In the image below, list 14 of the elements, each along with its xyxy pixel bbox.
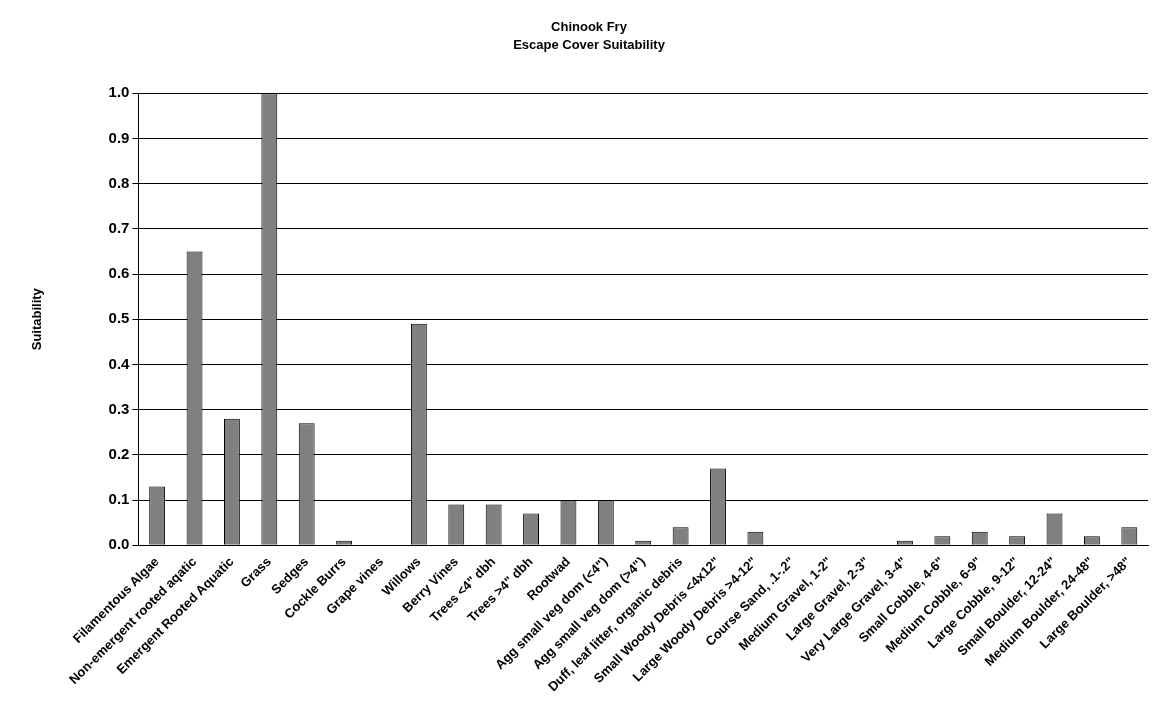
y-tick-label: 0.7 xyxy=(108,218,130,236)
y-tick-label: 0.6 xyxy=(108,264,130,282)
y-axis-title: Suitability xyxy=(29,287,45,351)
y-tick-label: 0.8 xyxy=(108,173,130,191)
y-tick-label: 0.1 xyxy=(108,490,130,508)
y-tick-label: 0.0 xyxy=(108,535,130,553)
chart-subtitle: Escape Cover Suitability xyxy=(513,36,666,52)
y-tick-label: 1.0 xyxy=(108,83,130,101)
y-tick-label: 0.4 xyxy=(108,354,131,372)
y-tick-label: 0.2 xyxy=(108,444,130,462)
y-tick-label: 0.3 xyxy=(108,399,130,417)
y-tick-label: 0.9 xyxy=(108,128,130,146)
y-tick-label: 0.5 xyxy=(108,309,130,327)
chart-title: Chinook Fry xyxy=(551,19,628,35)
